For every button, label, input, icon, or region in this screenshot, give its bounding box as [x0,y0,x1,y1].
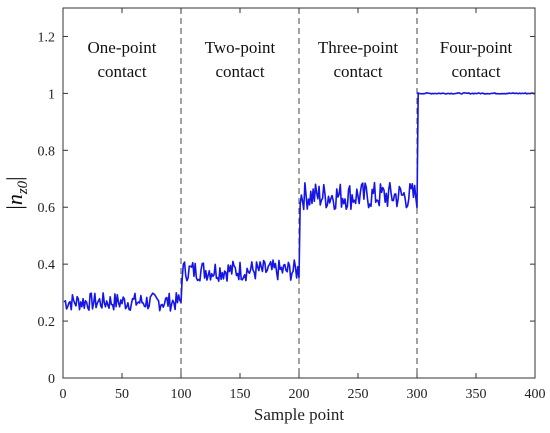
region-label-line2: contact [215,62,264,81]
y-axis-title-open: | [2,205,27,209]
y-tick-label: 1 [48,87,55,102]
region-label-line1: Two-point [205,38,276,57]
y-axis-title-var: n [2,194,27,205]
y-tick-label: 0 [48,372,55,387]
y-axis-title: |nz0| [2,176,31,209]
region-label-line2: contact [451,62,500,81]
y-tick-label: 0.2 [38,315,56,330]
region-label-line1: Three-point [318,38,399,57]
y-tick-label: 0.4 [38,258,56,273]
x-tick-label: 400 [525,387,546,402]
x-axis: 0 50 100 150 200 250 300 350 400 [60,8,546,402]
x-tick-label: 350 [466,387,487,402]
x-tick-label: 200 [289,387,310,402]
x-tick-label: 150 [230,387,251,402]
series-group [63,92,536,312]
x-tick-label: 0 [60,387,67,402]
x-axis-title: Sample point [254,405,344,424]
y-axis-title-sub: z0 [15,180,31,195]
x-tick-label: 250 [348,387,369,402]
series-line [63,92,536,312]
x-tick-label: 100 [171,387,192,402]
x-tick-label: 50 [115,387,129,402]
region-label-line2: contact [333,62,382,81]
y-axis-title-close: | [2,176,27,180]
region-label-line1: Four-point [440,38,513,57]
region-labels: One-point contact Two-point contact Three-po… [88,38,513,81]
y-tick-label: 0.8 [38,144,56,159]
y-axis: 0 0.2 0.4 0.6 0.8 1 1.2 [38,30,535,387]
region-label-line2: contact [97,62,146,81]
y-tick-label: 1.2 [38,30,56,45]
x-tick-label: 300 [407,387,428,402]
region-label-line1: One-point [88,38,157,57]
y-tick-label: 0.6 [38,201,56,216]
